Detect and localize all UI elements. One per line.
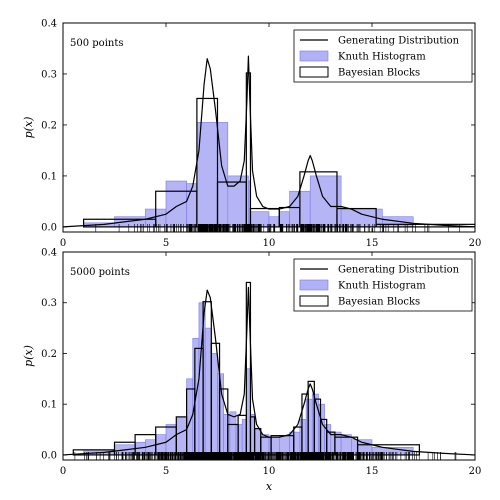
generating-distribution-line	[63, 55, 475, 228]
y-axis-label: p(x)	[22, 345, 35, 367]
plot-area	[63, 281, 475, 460]
x-tick-label: 20	[469, 466, 482, 477]
legend-bayes-swatch	[299, 295, 329, 307]
knuth-bar	[196, 122, 229, 228]
legend: Generating Distribution Knuth Histogram Ba…	[293, 258, 473, 312]
knuth-bar	[241, 419, 247, 456]
chart-panel-1: 0 5 10 15 20 0.0 0.1 0.2 0.3 0.4 p(x) 500 points Gen…	[22, 19, 481, 250]
knuth-bar	[176, 416, 187, 456]
legend-entry-label: Bayesian Blocks	[338, 297, 420, 308]
x-tick-label: 15	[366, 466, 379, 477]
knuth-bar	[223, 414, 231, 456]
knuth-bar	[299, 419, 307, 456]
x-tick-label: 10	[263, 238, 276, 249]
x-axis-label: x	[266, 480, 273, 493]
knuth-bar	[165, 424, 177, 456]
legend-knuth-swatch	[299, 50, 329, 62]
panel-title: 5000 points	[70, 267, 130, 278]
knuth-bar	[250, 414, 255, 456]
y-tick-label: 0.0	[41, 450, 57, 461]
knuth-bar	[254, 429, 262, 456]
knuth-bar	[227, 175, 249, 228]
y-tick-label: 0.3	[41, 298, 57, 309]
legend: Generating Distribution Knuth Histogram Ba…	[293, 29, 473, 83]
x-tick-label: 15	[366, 238, 379, 249]
legend-entry-label: Generating Distribution	[338, 265, 460, 276]
knuth-bar	[309, 175, 342, 228]
knuth-bar	[305, 398, 313, 456]
plot-area	[63, 55, 475, 232]
x-tick-label: 5	[163, 238, 169, 249]
x-tick-label: 5	[163, 466, 169, 477]
data-rug	[74, 452, 457, 460]
x-tick-label: 10	[263, 466, 276, 477]
panel-title: 500 points	[70, 38, 123, 49]
chart-panel-2: 0 5 10 15 20 0.0 0.1 0.2 0.3 0.4 p(x) x 5000 points G…	[22, 248, 481, 494]
x-tick-label: 20	[469, 238, 482, 249]
y-tick-label: 0.1	[41, 171, 57, 182]
y-tick-label: 0.3	[41, 69, 57, 80]
y-tick-label: 0.4	[41, 19, 57, 30]
knuth-bar	[204, 327, 212, 456]
knuth-bar	[246, 368, 251, 456]
y-tick-label: 0.2	[41, 349, 57, 360]
bayesian-block	[356, 444, 420, 456]
knuth-bar	[198, 302, 206, 456]
legend-bayes-swatch	[299, 66, 329, 78]
y-tick-label: 0.2	[41, 120, 57, 131]
legend-entry-label: Bayesian Blocks	[338, 68, 420, 79]
knuth-bar	[235, 424, 243, 456]
knuth-bar	[229, 411, 237, 456]
y-tick-label: 0.4	[41, 248, 57, 259]
knuth-bar	[211, 353, 218, 456]
knuth-bar	[311, 393, 319, 456]
generating-distribution-line	[63, 286, 475, 456]
legend-entry-label: Knuth Histogram	[338, 281, 426, 292]
knuth-bar	[318, 403, 325, 456]
legend-entry-label: Knuth Histogram	[338, 52, 426, 63]
y-tick-label: 0.1	[41, 400, 57, 411]
knuth-bar	[330, 431, 342, 456]
y-axis-label: p(x)	[22, 117, 35, 139]
legend-knuth-swatch	[299, 279, 329, 291]
x-tick-label: 0	[60, 466, 66, 477]
y-tick-label: 0.0	[41, 222, 57, 233]
data-rug	[95, 224, 460, 232]
legend-entry-label: Generating Distribution	[338, 36, 460, 47]
x-tick-label: 0	[60, 238, 66, 249]
knuth-bar	[165, 180, 187, 228]
